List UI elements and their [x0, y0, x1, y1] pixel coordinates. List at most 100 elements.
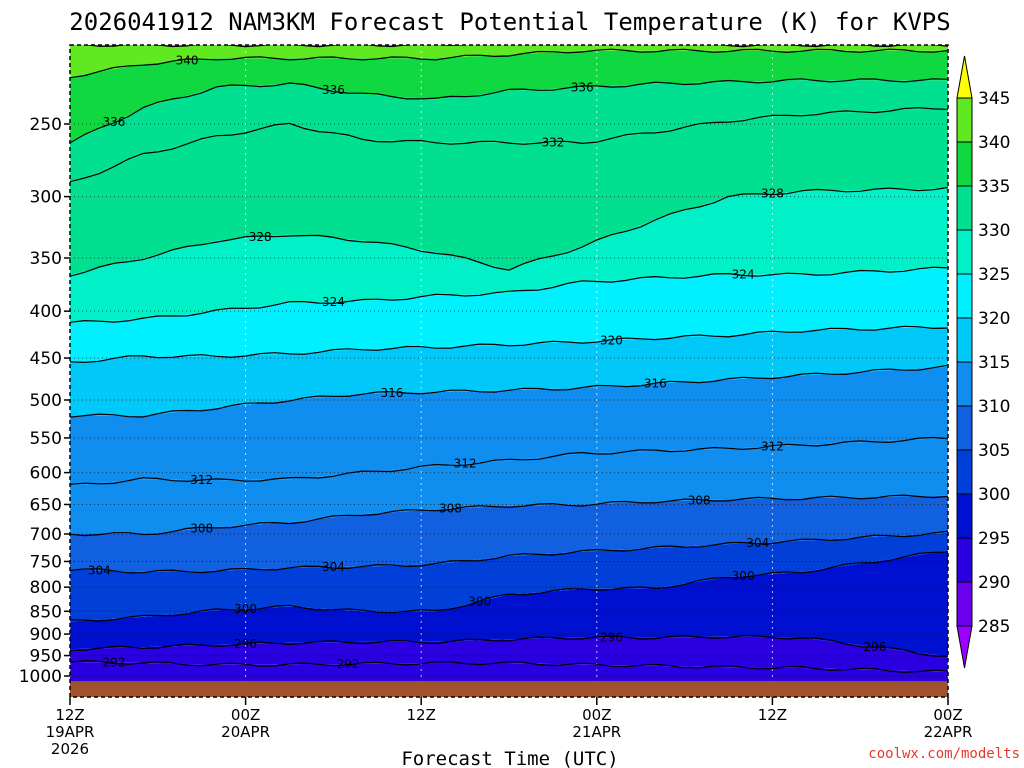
- theta-band-312: [70, 366, 948, 486]
- theta-band-292: [70, 636, 948, 672]
- contour-label: 324: [322, 295, 345, 309]
- colorbar-tick-label: 345: [978, 89, 1010, 109]
- theta-band-332: [70, 80, 948, 184]
- y-tick-label: 750: [30, 552, 62, 572]
- colorbar-segment: [956, 185, 973, 231]
- contour-292: [70, 659, 948, 674]
- y-tick-label: 900: [30, 625, 62, 645]
- y-tick-label: 700: [30, 525, 62, 545]
- colorbar-tick-label: 305: [978, 441, 1010, 461]
- contour-316: [70, 364, 948, 418]
- x-tick-label: 22APR: [924, 723, 973, 741]
- y-tick-label: 450: [30, 349, 62, 369]
- y-tick-label: 650: [30, 495, 62, 515]
- contour-340: [70, 48, 948, 79]
- colorbar-segment: [956, 361, 973, 407]
- y-tick-label: 1000: [19, 667, 62, 687]
- contour-320: [70, 325, 948, 364]
- contour-312: [70, 436, 948, 485]
- theta-band-336: [70, 50, 948, 143]
- x-tick-label: 12Z: [55, 706, 84, 724]
- contour-label: 304: [88, 563, 111, 577]
- colorbar-tick-label: 320: [978, 309, 1010, 329]
- theta-band-320: [70, 268, 948, 363]
- contour-label: 336: [571, 80, 594, 94]
- colorbar-segment: [956, 405, 973, 451]
- x-tick-label: 19APR: [46, 723, 95, 741]
- contour-324: [70, 266, 948, 323]
- contour-label: 300: [468, 594, 491, 608]
- ground-strip: [70, 681, 948, 697]
- contour-label: 296: [863, 640, 886, 654]
- chart-title: 2026041912 NAM3KM Forecast Potential Tem…: [69, 8, 950, 36]
- contour-label: 312: [190, 473, 213, 487]
- contour-332: [70, 107, 948, 183]
- y-tick-label: 350: [30, 249, 62, 269]
- contour-label: 308: [439, 502, 462, 516]
- contour-336: [70, 78, 948, 144]
- fill-layer: [70, 45, 948, 688]
- y-tick-label: 400: [30, 302, 62, 322]
- contour-label: 324: [732, 268, 755, 282]
- grid-layer: [70, 45, 948, 697]
- colorbar-tick-label: 330: [978, 221, 1010, 241]
- x-tick-label: 2026: [51, 740, 89, 758]
- x-tick-label: 21APR: [572, 723, 621, 741]
- y-tick-label: 950: [30, 647, 62, 667]
- contour-296: [70, 635, 948, 657]
- colorbar-high-triangle: [956, 55, 973, 99]
- colorbar: 285 290 295 300 305 310 315 320 325 330 335 340 345: [956, 55, 1010, 669]
- y-tick-label: 600: [30, 464, 62, 484]
- y-tick-label: 850: [30, 602, 62, 622]
- contour-label: 340: [176, 54, 199, 68]
- contour-label: 296: [234, 637, 257, 651]
- contour-label: 312: [454, 457, 477, 471]
- y-axis: 250 300 350 400 450 500 550 600 650 700 750 800 850 9…: [19, 115, 70, 687]
- contour-344: [83, 45, 948, 48]
- x-tick-label: 12Z: [407, 706, 436, 724]
- contour-300: [70, 551, 948, 622]
- colorbar-tick-label: 285: [978, 617, 1010, 637]
- contour-label: 320: [600, 333, 623, 347]
- colorbar-segment: [956, 493, 973, 539]
- colorbar-tick-label: 340: [978, 133, 1010, 153]
- contour-328: [70, 186, 948, 277]
- theta-band-316: [70, 326, 948, 416]
- contour-label: 296: [600, 631, 623, 645]
- contour-308: [70, 494, 948, 537]
- contour-304: [70, 530, 948, 574]
- contour-label: 328: [249, 230, 272, 244]
- contour-label: 336: [102, 115, 125, 129]
- colorbar-tick-label: 290: [978, 573, 1010, 593]
- colorbar-segment: [956, 141, 973, 187]
- theta-band-328: [70, 107, 948, 275]
- contour-label: 312: [761, 440, 784, 454]
- colorbar-tick-label: 335: [978, 177, 1010, 197]
- colorbar-low-triangle: [956, 625, 973, 669]
- colorbar-segment: [956, 449, 973, 495]
- contour-label: 336: [322, 83, 345, 97]
- y-tick-label: 500: [30, 391, 62, 411]
- x-tick-label: 00Z: [582, 706, 611, 724]
- y-tick-label: 250: [30, 115, 62, 135]
- colorbar-tick-label: 295: [978, 529, 1010, 549]
- x-axis-title: Forecast Time (UTC): [401, 748, 618, 768]
- x-tick-label: 00Z: [933, 706, 962, 724]
- colorbar-segment: [956, 317, 973, 363]
- y-tick-label: 300: [30, 188, 62, 208]
- x-tick-label: 20APR: [221, 723, 270, 741]
- contour-label: 292: [337, 657, 360, 671]
- theta-band-300: [70, 532, 948, 622]
- contour-label: 300: [234, 602, 257, 616]
- plot-frame: [69, 44, 949, 698]
- contour-layer: [70, 45, 948, 674]
- contour-label: 308: [190, 521, 213, 535]
- colorbar-tick-label: 315: [978, 353, 1010, 373]
- y-tick-label: 550: [30, 429, 62, 449]
- contour-label: 316: [644, 377, 667, 391]
- colorbar-segment: [956, 97, 973, 143]
- colorbar-segment: [956, 229, 973, 275]
- colorbar-segment: [956, 537, 973, 583]
